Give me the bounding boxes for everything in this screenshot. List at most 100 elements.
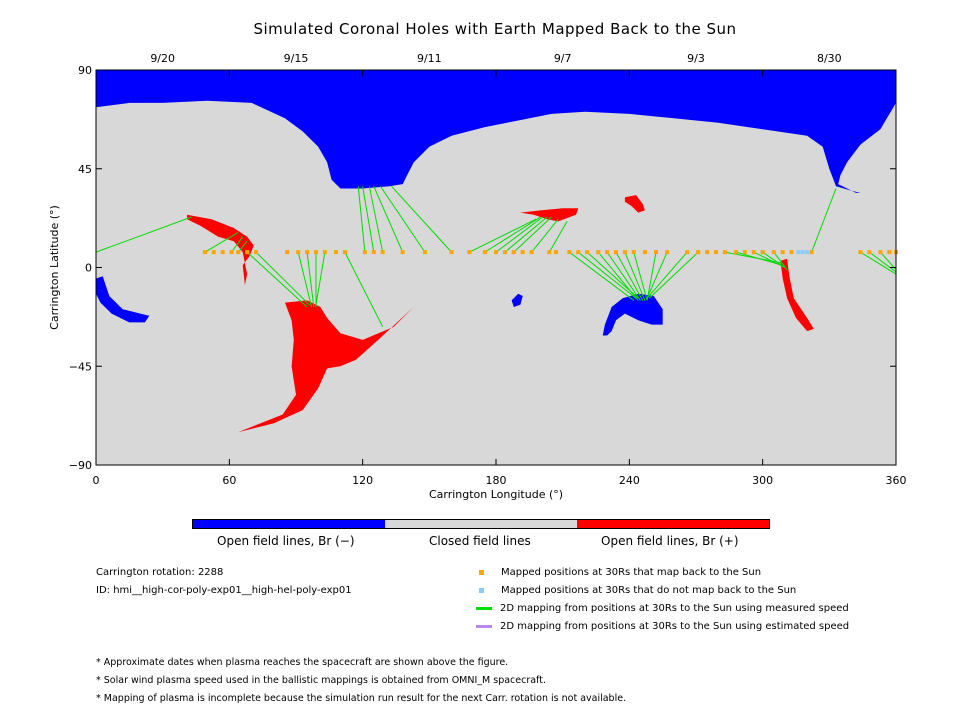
mapped-position bbox=[789, 250, 794, 255]
positive-hole-east bbox=[780, 258, 814, 332]
top-date-label: 9/20 bbox=[150, 52, 175, 65]
mapped-position bbox=[211, 250, 216, 255]
mapped-position bbox=[220, 250, 225, 255]
key-estimated: 2D mapping from positions at 30Rs to the… bbox=[476, 621, 849, 632]
key-measured: 2D mapping from positions at 30Rs to the… bbox=[476, 603, 849, 614]
top-date-label: 9/3 bbox=[687, 52, 705, 65]
mapping-line-measured bbox=[504, 216, 548, 253]
mapped-position bbox=[596, 250, 601, 255]
key-mapped: Mapped positions at 30Rs that map back t… bbox=[476, 567, 761, 578]
mapping-line-measured bbox=[880, 251, 897, 271]
mapping-line-measured bbox=[615, 251, 644, 301]
key-measured-swatch bbox=[476, 606, 492, 610]
mapping-line-measured bbox=[255, 251, 310, 306]
mapped-position bbox=[547, 250, 552, 255]
mapping-line-measured bbox=[357, 186, 366, 253]
mapped-position bbox=[236, 250, 241, 255]
mapping-line-measured bbox=[548, 221, 568, 253]
mapped-position bbox=[529, 250, 534, 255]
y-tick-label: 90 bbox=[78, 64, 92, 77]
note-incomplete: * Mapping of plasma is incomplete becaus… bbox=[96, 693, 627, 704]
mapped-position bbox=[449, 250, 454, 255]
mapped-position bbox=[314, 250, 318, 255]
colorbar-positive bbox=[577, 520, 769, 528]
mapped-position bbox=[380, 250, 385, 255]
mapped-position bbox=[322, 250, 327, 255]
mapping-line-measured bbox=[646, 252, 657, 301]
note-dates: * Approximate dates when plasma reaches … bbox=[96, 657, 509, 668]
mapping-line-measured bbox=[315, 252, 326, 305]
x-tick-label: 60 bbox=[222, 474, 236, 487]
mapped-position bbox=[887, 250, 892, 255]
mapped-position bbox=[567, 250, 572, 255]
mapping-line-measured bbox=[469, 218, 537, 253]
mapped-position bbox=[371, 250, 376, 255]
key-measured-label: 2D mapping from positions at 30Rs to the… bbox=[500, 603, 849, 614]
key-mapped-label: Mapped positions at 30Rs that map back t… bbox=[501, 567, 762, 578]
positive-hole-mid bbox=[520, 208, 579, 222]
mapped-position bbox=[494, 250, 498, 255]
negative-hole-small bbox=[511, 293, 523, 307]
mapping-line-measured bbox=[869, 251, 897, 273]
x-axis-label: Carrington Longitude (°) bbox=[429, 488, 563, 501]
mapped-position bbox=[714, 250, 718, 255]
positive-hole-small bbox=[624, 195, 645, 213]
mapping-line-measured bbox=[753, 251, 786, 268]
mapping-line-measured bbox=[646, 251, 668, 299]
note-speed: * Solar wind plasma speed used in the ba… bbox=[96, 675, 546, 686]
mapping-line-measured bbox=[577, 251, 637, 299]
top-date-label: 9/15 bbox=[284, 52, 309, 65]
mapping-line-measured bbox=[531, 218, 559, 253]
mapped-position bbox=[576, 250, 581, 255]
colorbar-closed bbox=[385, 520, 577, 528]
key-not-mapped-label: Mapped positions at 30Rs that do not map… bbox=[501, 585, 797, 596]
mapped-position bbox=[362, 250, 367, 255]
y-tick-label: 45 bbox=[78, 163, 92, 176]
mapped-position bbox=[654, 250, 658, 255]
mapped-position bbox=[502, 250, 507, 255]
mapping-line-measured bbox=[860, 251, 897, 275]
x-tick-label: 360 bbox=[886, 474, 907, 487]
mapped-position bbox=[511, 250, 516, 255]
mapped-position bbox=[780, 250, 785, 255]
mapping-line-measured bbox=[606, 251, 641, 301]
x-tick-label: 180 bbox=[486, 474, 507, 487]
mapped-position bbox=[760, 250, 765, 255]
mapped-position bbox=[705, 250, 710, 255]
mapping-line-measured bbox=[811, 188, 837, 253]
mapped-position bbox=[422, 250, 427, 255]
x-tick-label: 300 bbox=[752, 474, 773, 487]
unmapped-position bbox=[796, 250, 801, 255]
mapped-position bbox=[334, 250, 338, 255]
mapping-line-measured bbox=[344, 251, 384, 327]
top-date-label: 8/30 bbox=[817, 52, 842, 65]
unmapped-position bbox=[805, 250, 810, 255]
key-estimated-swatch bbox=[476, 624, 492, 628]
y-tick-label: −90 bbox=[69, 459, 92, 472]
mapped-position bbox=[585, 250, 590, 255]
positive-hole-south bbox=[238, 300, 414, 433]
colorbar bbox=[192, 519, 770, 529]
mapping-line-measured bbox=[373, 186, 404, 253]
colorbar-negative bbox=[193, 520, 385, 528]
mapped-position bbox=[858, 250, 863, 255]
mapped-position bbox=[202, 250, 207, 255]
mapped-position bbox=[742, 250, 747, 255]
mapped-position bbox=[867, 250, 872, 255]
colorbar-closed-label: Closed field lines bbox=[429, 534, 531, 548]
mapping-line-measured bbox=[297, 252, 313, 308]
carrington-rotation: Carrington rotation: 2288 bbox=[96, 567, 224, 578]
mapped-position bbox=[467, 250, 472, 255]
mapped-position bbox=[685, 250, 690, 255]
mapped-position bbox=[245, 250, 250, 255]
x-tick-label: 0 bbox=[93, 474, 100, 487]
x-tick-label: 120 bbox=[352, 474, 373, 487]
mapping-line-measured bbox=[231, 236, 244, 253]
mapping-line-measured bbox=[633, 252, 648, 301]
mapped-position bbox=[296, 250, 301, 255]
mapping-line-measured bbox=[380, 186, 426, 253]
negative-hole-west bbox=[96, 276, 150, 323]
top-date-label: 9/11 bbox=[417, 52, 442, 65]
mapped-position bbox=[631, 250, 636, 255]
